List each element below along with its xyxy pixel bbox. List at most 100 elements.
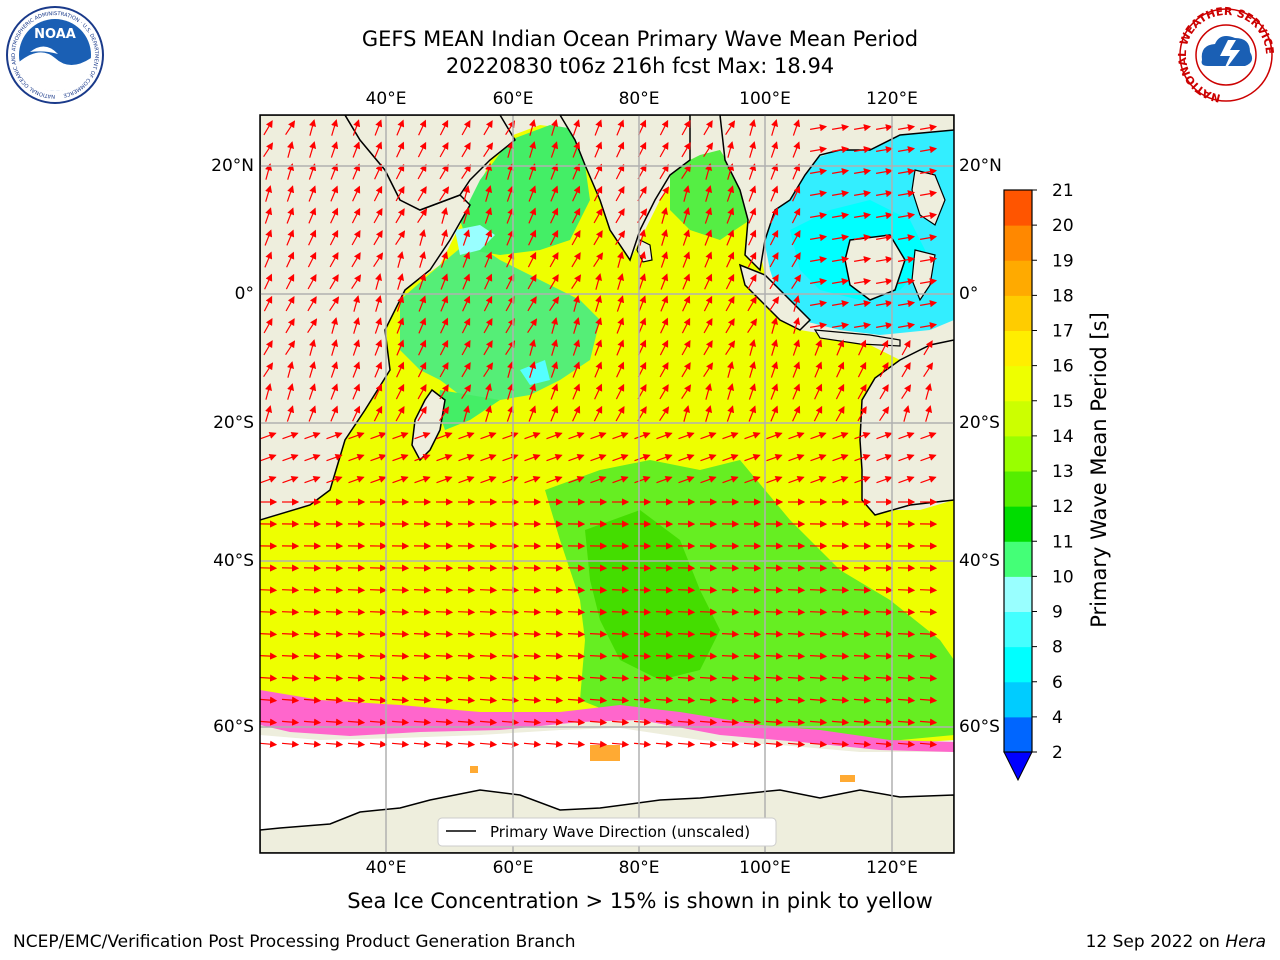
wave-arrow <box>413 608 432 616</box>
wave-arrow <box>853 212 872 220</box>
wave-arrow <box>788 453 805 462</box>
wave-arrow <box>749 141 757 158</box>
wave-arrow <box>369 674 388 682</box>
wave-arrow <box>282 431 299 440</box>
wave-arrow <box>875 278 894 286</box>
wave-arrow <box>479 696 498 704</box>
wave-arrow <box>656 475 673 484</box>
wave-arrow <box>501 608 520 616</box>
wave-arrow <box>660 317 669 334</box>
wave-arrow <box>809 146 828 154</box>
wave-arrow <box>463 185 470 202</box>
wave-arrow <box>281 740 300 748</box>
wave-arrow <box>458 453 475 462</box>
wave-arrow <box>659 164 669 180</box>
wave-arrow <box>748 383 757 400</box>
wave-arrow <box>281 674 300 682</box>
wave-arrow <box>743 586 762 594</box>
wave-arrow <box>285 120 296 136</box>
wave-arrow <box>897 652 916 660</box>
wave-arrow <box>616 317 625 334</box>
wave-arrow <box>369 586 388 594</box>
wave-arrow <box>351 252 361 268</box>
wave-arrow <box>897 124 916 132</box>
wave-arrow <box>831 124 850 132</box>
wave-arrow <box>617 273 625 290</box>
wave-arrow <box>748 163 757 180</box>
wave-arrow <box>677 696 696 704</box>
sea-ice-caption: Sea Ice Concentration > 15% is shown in … <box>347 889 933 913</box>
wave-arrow <box>766 431 783 440</box>
wave-arrow <box>875 168 894 176</box>
wave-arrow <box>857 361 867 378</box>
wave-arrow <box>287 361 294 378</box>
wave-arrow <box>550 361 559 378</box>
wave-arrow <box>809 696 828 704</box>
wave-arrow <box>792 405 801 422</box>
wave-arrow <box>546 475 563 484</box>
wave-arrow <box>348 453 365 462</box>
wave-arrow <box>683 405 690 422</box>
wave-arrow <box>854 453 871 462</box>
wave-arrow <box>435 674 454 682</box>
wave-arrow <box>413 718 432 726</box>
wave-arrow <box>919 278 938 286</box>
title-line-1: GEFS MEAN Indian Ocean Primary Wave Mean… <box>361 27 919 51</box>
wave-arrow <box>458 431 475 440</box>
wave-arrow <box>550 163 559 180</box>
wave-arrow <box>725 340 736 356</box>
wave-arrow <box>722 453 739 462</box>
wave-arrow <box>545 718 564 726</box>
wave-arrow <box>681 362 691 378</box>
wave-arrow <box>461 164 472 180</box>
wave-arrow <box>897 300 916 308</box>
wave-arrow <box>303 586 322 594</box>
wave-arrow <box>879 339 889 356</box>
wave-arrow <box>744 475 761 484</box>
wave-arrow <box>348 431 365 440</box>
wave-arrow <box>589 586 608 594</box>
wave-arrow <box>875 300 894 308</box>
wave-arrow <box>417 163 427 180</box>
wave-arrow <box>743 696 762 704</box>
wave-arrow <box>897 212 916 220</box>
wave-arrow <box>836 361 845 378</box>
wave-arrow <box>660 295 669 312</box>
wave-arrow <box>793 295 800 312</box>
colorbar-tick-label: 16 <box>1052 357 1074 377</box>
wave-arrow <box>787 586 806 594</box>
wave-arrow <box>875 256 894 264</box>
colorbar-segment <box>1004 365 1032 402</box>
wave-arrow <box>501 652 520 660</box>
wave-arrow <box>502 475 519 484</box>
wave-arrow <box>792 339 801 356</box>
legend-label: Primary Wave Direction (unscaled) <box>490 823 750 841</box>
wave-arrow <box>594 163 603 180</box>
wave-arrow <box>528 229 537 246</box>
wave-arrow <box>771 339 779 356</box>
colorbar-tick-label: 15 <box>1052 392 1074 412</box>
wave-arrow <box>919 630 938 638</box>
wave-arrow <box>573 295 580 312</box>
southeast-asia-land <box>719 115 954 272</box>
wave-arrow <box>483 142 494 158</box>
wave-arrow <box>325 718 344 726</box>
wave-arrow <box>809 630 828 638</box>
wave-arrow <box>787 630 806 638</box>
wave-arrow <box>681 164 692 180</box>
wave-arrow <box>638 295 647 312</box>
wave-arrow <box>347 630 366 638</box>
wave-arrow <box>853 696 872 704</box>
wave-arrow <box>309 141 317 158</box>
wave-arrow <box>527 273 537 290</box>
wave-arrow <box>435 608 454 616</box>
wave-arrow <box>309 361 317 378</box>
wave-arrow <box>725 295 735 312</box>
wave-arrow <box>681 119 691 136</box>
colorbar-tick-label: 19 <box>1052 251 1074 271</box>
wave-arrow <box>347 718 366 726</box>
wave-arrow <box>260 652 278 660</box>
wave-arrow <box>809 278 828 286</box>
wave-arrow <box>457 696 476 704</box>
wave-arrow <box>309 119 316 136</box>
